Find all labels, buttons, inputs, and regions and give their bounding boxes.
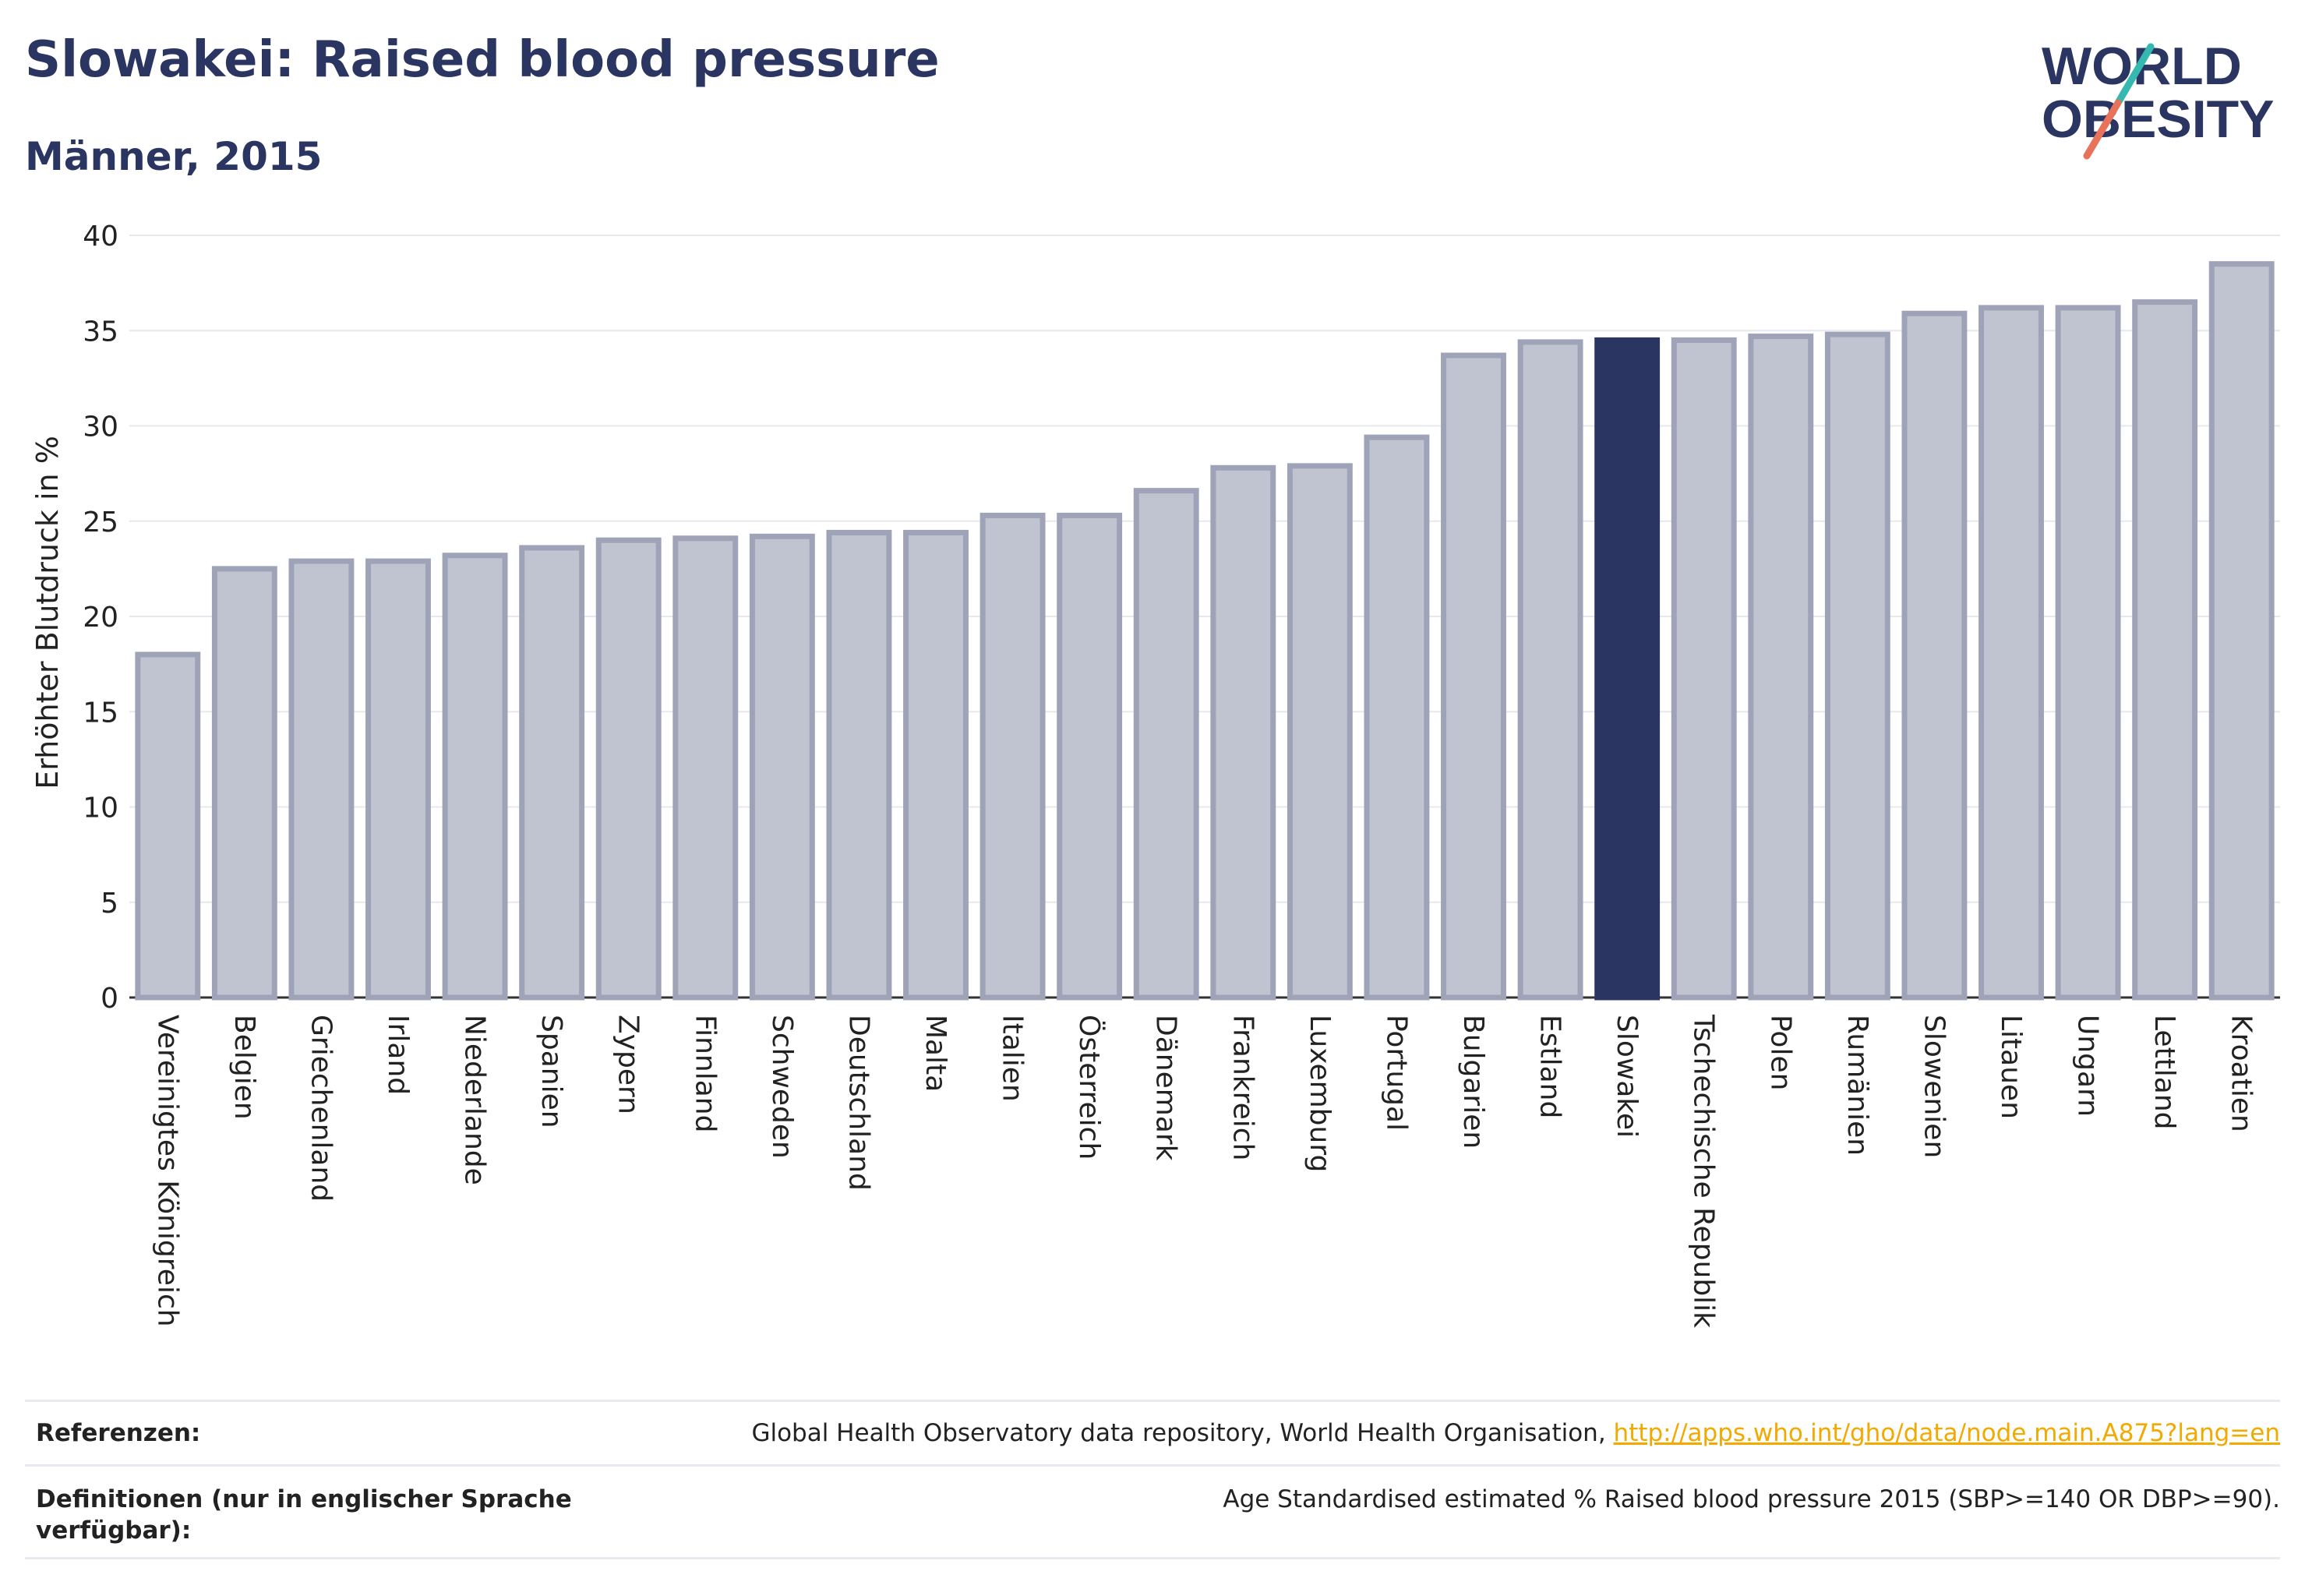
x-tick-label: Dänemark — [1150, 1015, 1182, 1161]
x-tick-label: Zypern — [612, 1015, 644, 1114]
bar-finnland[interactable] — [672, 535, 739, 1001]
bar-spanien[interactable] — [519, 545, 585, 1001]
bar-deutschland[interactable] — [826, 529, 892, 1001]
bar-kroatien[interactable] — [2208, 261, 2275, 1001]
x-tick-label: Spanien — [535, 1015, 567, 1128]
y-axis-label: Erhöhter Blutdruck in % — [30, 436, 65, 789]
y-tick-label: 30 — [83, 411, 118, 443]
bar-schweden[interactable] — [749, 533, 815, 1001]
bar-chart: 0 5 10 15 20 25 30 35 40 Vereinigtes Königreich B… — [30, 221, 2280, 1328]
chart-title: Slowakei: Raised blood pressure — [25, 31, 940, 89]
bar-bulgarien[interactable] — [1441, 352, 1506, 1001]
bar-estland[interactable] — [1517, 339, 1583, 1001]
x-tick-label: Griechenland — [305, 1015, 337, 1202]
logo-slash-coral — [2083, 99, 2122, 160]
bar-litauen[interactable] — [1978, 305, 2044, 1001]
bar-rumänien[interactable] — [1824, 331, 1890, 1001]
x-tick-label: Italien — [997, 1015, 1029, 1102]
bar-vereinigtes-königreich[interactable] — [135, 651, 201, 1001]
bar-belgien[interactable] — [211, 566, 277, 1001]
x-tick-label: Malta — [920, 1015, 951, 1092]
bar-irland[interactable] — [365, 558, 431, 1001]
y-tick-label: 0 — [101, 983, 118, 1015]
bar-frankreich[interactable] — [1210, 464, 1276, 1001]
bar-polen[interactable] — [1748, 334, 1814, 1001]
logo-slash-teal — [2114, 43, 2155, 107]
logo-text-obesity: OBESITY — [2042, 90, 2275, 149]
references-value: Global Health Observatory data repositor… — [751, 1418, 2280, 1449]
y-tick-label: 10 — [83, 793, 118, 824]
bar-lettland[interactable] — [2132, 299, 2198, 1001]
bar-malta[interactable] — [903, 529, 969, 1001]
x-tick-label: Tschechische Republik — [1688, 1014, 1720, 1328]
y-tick-label: 40 — [83, 221, 118, 252]
bar-ungarn[interactable] — [2055, 305, 2121, 1001]
x-tick-label: Kroatien — [2226, 1015, 2257, 1132]
x-tick-label: Niederlande — [459, 1015, 491, 1185]
x-tick-label: Slowakei — [1611, 1015, 1643, 1138]
x-tick-label: Schweden — [766, 1015, 798, 1159]
x-tick-label: Österreich — [1073, 1015, 1106, 1160]
chart-subtitle: Männer, 2015 — [25, 134, 323, 179]
x-tick-label: Finnland — [689, 1015, 721, 1132]
bar-österreich[interactable] — [1057, 512, 1123, 1001]
bar-slowakei[interactable] — [1594, 337, 1661, 1001]
x-tick-label: Irland — [382, 1015, 414, 1095]
references-label: Referenzen: — [36, 1419, 201, 1447]
bar-dänemark[interactable] — [1133, 488, 1199, 1001]
bar-zypern[interactable] — [595, 537, 662, 1001]
x-tick-label: Deutschland — [842, 1015, 874, 1191]
x-tick-label: Luxemburg — [1304, 1015, 1336, 1172]
references-row: Referenzen: Global Health Observatory da… — [25, 1400, 2280, 1464]
x-tick-label: Lettland — [2148, 1015, 2180, 1130]
y-tick-label: 35 — [83, 316, 118, 348]
x-axis-ticks: Vereinigtes Königreich Belgien Griechenlan… — [151, 1014, 2257, 1328]
bar-portugal[interactable] — [1364, 434, 1430, 1001]
bar-slowenien[interactable] — [1901, 310, 1968, 1001]
definitions-label: Definitionen (nur in englischer Sprache … — [36, 1485, 572, 1545]
world-obesity-logo: WORLD OBESITY — [2042, 37, 2275, 160]
bar-griechenland[interactable] — [288, 558, 355, 1001]
bar-italien[interactable] — [980, 512, 1046, 1001]
bars — [135, 261, 2275, 1001]
y-axis-ticks: 0 5 10 15 20 25 30 35 40 — [83, 221, 118, 1015]
references-text: Global Health Observatory data repositor… — [751, 1419, 1614, 1447]
references-link[interactable]: http://apps.who.int/gho/data/node.main.A… — [1613, 1419, 2280, 1447]
x-tick-label: Belgien — [228, 1015, 260, 1120]
x-tick-label: Litauen — [1995, 1015, 2027, 1119]
bar-luxemburg[interactable] — [1287, 463, 1353, 1001]
x-tick-label: Estland — [1534, 1015, 1566, 1118]
x-tick-label: Vereinigtes Königreich — [151, 1015, 183, 1327]
bar-niederlande[interactable] — [442, 553, 508, 1001]
definitions-text: Age Standardised estimated % Raised bloo… — [1223, 1485, 2280, 1513]
x-tick-label: Bulgarien — [1457, 1015, 1489, 1149]
references-table: Referenzen: Global Health Observatory da… — [25, 1400, 2280, 1559]
y-tick-label: 15 — [83, 697, 118, 729]
x-tick-label: Portugal — [1380, 1015, 1412, 1131]
bar-tschechische-republik[interactable] — [1671, 337, 1737, 1001]
x-tick-label: Slowenien — [1918, 1015, 1950, 1158]
x-tick-label: Rumänien — [1841, 1015, 1873, 1156]
y-tick-label: 20 — [83, 602, 118, 634]
x-tick-label: Frankreich — [1227, 1015, 1258, 1160]
x-tick-label: Polen — [1764, 1015, 1796, 1090]
y-tick-label: 25 — [83, 507, 118, 538]
y-tick-label: 5 — [101, 888, 118, 920]
x-tick-label: Ungarn — [2072, 1015, 2104, 1117]
definitions-row: Definitionen (nur in englischer Sprache … — [25, 1464, 2280, 1559]
